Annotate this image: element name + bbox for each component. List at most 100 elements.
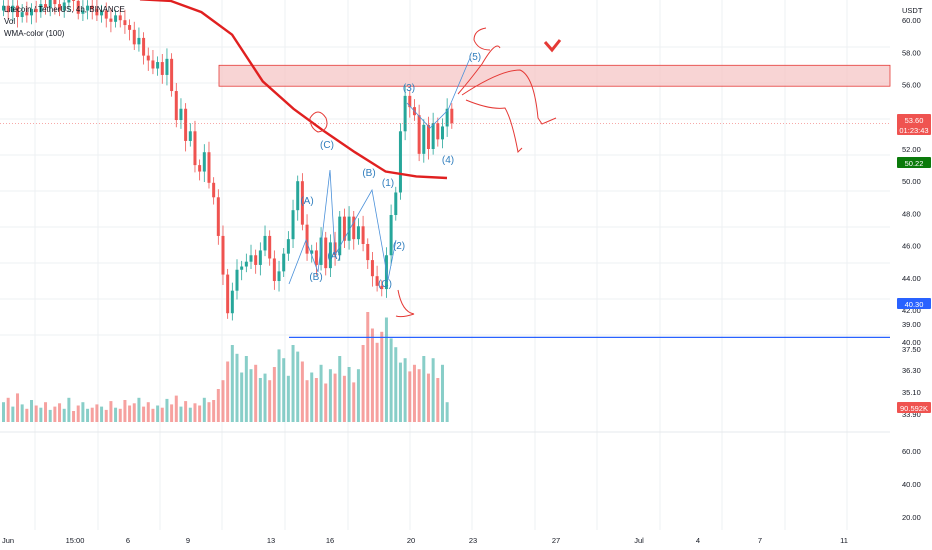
volume-tick: 20.00 (902, 513, 921, 522)
candle-body (426, 124, 430, 149)
price-axis: USDT60.0058.0056.0054.0052.0050.0048.004… (902, 6, 923, 522)
volume-bar (319, 364, 323, 422)
candle-body (48, 0, 52, 8)
wave-label: (C) (378, 279, 392, 290)
volume-bar (436, 378, 440, 422)
support-badge (897, 298, 931, 309)
time-tick: 23 (469, 536, 477, 545)
wma-badge (897, 157, 931, 168)
wma-line (139, 0, 448, 180)
volume-bar (39, 407, 43, 422)
volume-bar (58, 403, 62, 422)
candle-body (39, 4, 43, 13)
candle-body (100, 10, 104, 16)
candle-body (179, 108, 183, 121)
candle-body (333, 242, 337, 256)
candle-body (235, 269, 239, 291)
volume-bar (254, 364, 258, 422)
resistance-zone (218, 64, 891, 87)
volume-bar (300, 361, 304, 422)
volume-value: 90.592K (900, 404, 928, 413)
volume-badge (897, 402, 931, 413)
price-tick: 36.30 (902, 366, 921, 375)
candle-body (263, 235, 267, 251)
volume-bar (212, 400, 216, 422)
candle-body (118, 15, 122, 21)
volume-bar (11, 406, 15, 422)
candle-body (221, 235, 225, 275)
wave-line (288, 169, 397, 285)
volume-bar (249, 369, 253, 422)
volume-bar (366, 312, 370, 422)
volume-bar (291, 345, 295, 422)
volume-bar (333, 373, 337, 422)
volume-bar (132, 403, 136, 422)
time-tick: 15:00 (66, 536, 85, 545)
candle-body (212, 182, 216, 198)
volume-bar (48, 409, 52, 422)
volume-bar (286, 375, 290, 422)
countdown-value: 01:23:43 (899, 126, 928, 135)
time-axis: Jun 15:00 6 9 13 16 20 23 27 Jul 4 7 11 (2, 536, 848, 545)
candle-body (198, 165, 202, 172)
candle-body (146, 55, 150, 61)
candle-body (202, 152, 206, 172)
time-tick: 9 (186, 536, 190, 545)
candle-body (403, 95, 407, 132)
wave-label: (B) (309, 272, 322, 283)
volume-bar (244, 356, 248, 422)
projection-stroke (457, 45, 501, 95)
candle-body (62, 2, 66, 11)
candle-body (170, 58, 174, 92)
volume-bar (403, 358, 407, 422)
circle-stroke (395, 289, 415, 318)
candle-body (408, 95, 412, 108)
volume-bar (151, 408, 155, 422)
volume-bar (263, 373, 267, 422)
projection-stroke (473, 27, 491, 51)
candle-body (366, 243, 370, 261)
volume-bar (431, 358, 435, 422)
candle-body (216, 197, 220, 236)
volume-bar (282, 358, 286, 422)
wave-label: (2) (393, 241, 405, 252)
volume-bar (44, 402, 48, 422)
candle-body (30, 8, 34, 16)
volume-bar (384, 317, 388, 422)
time-tick: 20 (407, 536, 415, 545)
candle-body (207, 152, 211, 183)
candle-body (11, 5, 15, 13)
volume-bar (156, 405, 160, 422)
time-tick: 11 (840, 536, 848, 545)
candle-body (2, 5, 5, 11)
candle-body (34, 8, 38, 13)
axis-currency: USDT (902, 6, 923, 15)
symbol-title[interactable]: Litecoin / TetherUS, 4h, BINANCE (4, 5, 125, 14)
candle-body (347, 216, 351, 241)
volume-indicator-label[interactable]: Vol (4, 17, 16, 26)
candle-body (67, 0, 71, 3)
candle-body (268, 235, 272, 259)
volume-bar (146, 402, 150, 422)
time-tick: 7 (758, 536, 762, 545)
candle-body (319, 237, 323, 265)
candle-body (151, 60, 155, 69)
candle-body (361, 226, 365, 244)
volume-bar (226, 361, 230, 422)
volume-bar (361, 345, 365, 422)
volume-bar (118, 408, 122, 422)
last-price-value: 53.60 (905, 116, 924, 125)
volume-bar (160, 407, 164, 422)
price-tick: 58.00 (902, 48, 921, 57)
volume-bar (440, 364, 444, 422)
support-value: 40.30 (905, 300, 924, 309)
projection-stroke (461, 69, 557, 125)
volume-bar (398, 362, 402, 422)
volume-bar (408, 371, 412, 422)
candle-body (272, 258, 276, 282)
candle-body (249, 255, 253, 262)
candle-body (375, 276, 379, 286)
time-tick: Jul (634, 536, 644, 545)
wma-indicator-label[interactable]: WMA-color (100) (4, 29, 65, 38)
